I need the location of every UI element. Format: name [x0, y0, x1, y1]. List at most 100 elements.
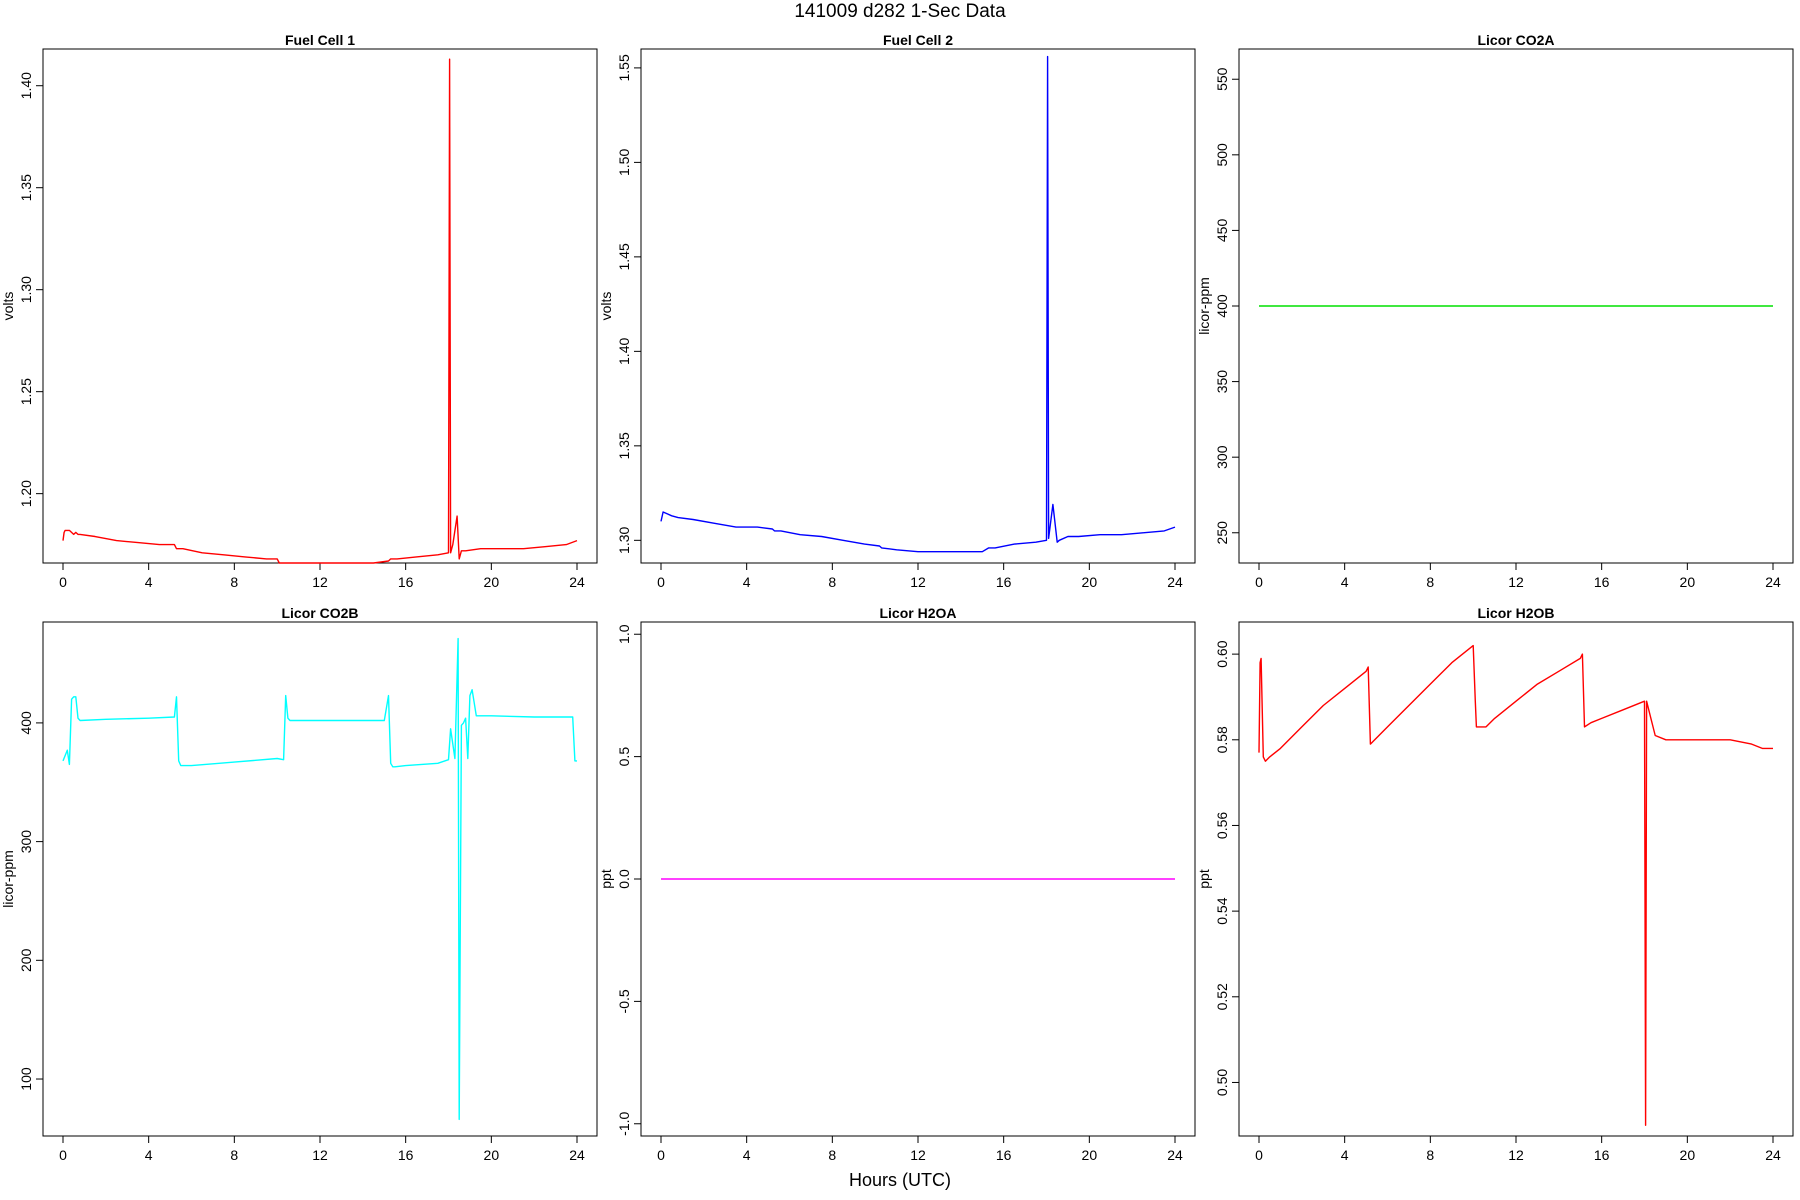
x-tick-label: 24 [1765, 574, 1781, 590]
chart-panel: Licor H2OB 0 4 8 12 16 20 24 0.50 0.52 0.54 0.56 0.5… [1196, 605, 1794, 1163]
x-tick-label: 20 [1082, 1147, 1098, 1163]
x-tick-label: 20 [484, 1147, 500, 1163]
x-tick-label: 12 [312, 1147, 328, 1163]
y-axis-label: licor-ppm [1196, 277, 1212, 335]
x-tick-label: 24 [1167, 574, 1183, 590]
plot-frame [640, 48, 1196, 564]
y-tick-label: 250 [1214, 521, 1230, 545]
y-tick-label: 1.45 [616, 243, 632, 270]
x-tick-label: 8 [1426, 574, 1434, 590]
y-axis-label: volts [598, 292, 614, 321]
series-line [62, 58, 578, 564]
x-tick-label: 8 [828, 574, 836, 590]
y-tick-label: 300 [18, 830, 34, 854]
y-tick-label: 0.52 [1214, 983, 1230, 1010]
x-tick-label: 4 [1341, 574, 1349, 590]
x-tick-label: 12 [312, 574, 328, 590]
y-tick-label: 0.56 [1214, 812, 1230, 839]
y-tick-label: 1.50 [616, 149, 632, 176]
panel-title: Fuel Cell 2 [883, 32, 953, 48]
x-tick-label: 8 [828, 1147, 836, 1163]
x-tick-label: 12 [1508, 574, 1524, 590]
x-tick-label: 12 [910, 1147, 926, 1163]
x-tick-label: 16 [1594, 1147, 1610, 1163]
panel-title: Licor CO2B [281, 605, 358, 621]
y-tick-label: 1.55 [616, 54, 632, 81]
y-tick-label: 0.54 [1214, 897, 1230, 924]
page-title: 141009 d282 1-Sec Data [794, 1, 1006, 22]
y-tick-label: 400 [1214, 294, 1230, 318]
series-line [660, 55, 1176, 553]
y-tick-label: 1.25 [18, 378, 34, 405]
x-tick-label: 20 [1680, 1147, 1696, 1163]
panel-title: Licor H2OA [879, 605, 956, 621]
y-tick-label: 400 [18, 711, 34, 735]
y-tick-label: 350 [1214, 370, 1230, 394]
x-tick-label: 24 [1167, 1147, 1183, 1163]
plot-frame [1238, 621, 1794, 1137]
x-axis-title: Hours (UTC) [849, 1170, 951, 1190]
panel-title: Fuel Cell 1 [285, 32, 355, 48]
x-tick-label: 16 [398, 1147, 414, 1163]
chart-panel: Licor CO2B 0 4 8 12 16 20 24 100 200 300 400 licor-p… [0, 605, 598, 1163]
y-tick-label: 300 [1214, 445, 1230, 469]
y-tick-label: 0.5 [616, 747, 632, 767]
y-tick-label: -0.5 [616, 989, 632, 1013]
x-tick-label: 0 [59, 574, 67, 590]
x-tick-label: 20 [1082, 574, 1098, 590]
y-axis-label: licor-ppm [0, 850, 16, 908]
panel-title: Licor CO2A [1477, 32, 1554, 48]
y-tick-label: 100 [18, 1067, 34, 1091]
y-tick-label: 0.50 [1214, 1069, 1230, 1096]
y-axis-label: ppt [598, 869, 614, 889]
x-tick-label: 8 [230, 1147, 238, 1163]
x-tick-label: 12 [910, 574, 926, 590]
x-tick-label: 20 [484, 574, 500, 590]
plot-frame [42, 48, 598, 564]
y-tick-label: 550 [1214, 67, 1230, 91]
x-tick-label: 16 [1594, 574, 1610, 590]
x-tick-label: 24 [569, 574, 585, 590]
x-tick-label: 16 [996, 574, 1012, 590]
x-tick-label: 0 [657, 1147, 665, 1163]
y-tick-label: 1.35 [18, 174, 34, 201]
x-tick-label: 20 [1680, 574, 1696, 590]
x-tick-label: 0 [1255, 1147, 1263, 1163]
x-tick-label: 8 [230, 574, 238, 590]
chart-panel: Licor CO2A 0 4 8 12 16 20 24 250 300 350 400 450 500 5… [1196, 32, 1794, 590]
y-axis-label: ppt [1196, 869, 1212, 889]
y-tick-label: -1.0 [616, 1111, 632, 1135]
x-tick-label: 0 [59, 1147, 67, 1163]
panel-title: Licor H2OB [1477, 605, 1554, 621]
y-tick-label: 500 [1214, 143, 1230, 167]
chart-panel: Licor H2OA 0 4 8 12 16 20 24 -1.0 -0.5 0.0 0.5 1.0 pp… [598, 605, 1196, 1163]
y-tick-label: 0.60 [1214, 640, 1230, 667]
y-tick-label: 0.58 [1214, 726, 1230, 753]
x-tick-label: 4 [145, 574, 153, 590]
series-line [1258, 644, 1773, 1127]
y-tick-label: 450 [1214, 219, 1230, 243]
series-line [62, 637, 577, 1121]
y-tick-label: 1.30 [616, 526, 632, 553]
y-tick-label: 1.30 [18, 276, 34, 303]
x-tick-label: 24 [569, 1147, 585, 1163]
x-tick-label: 8 [1426, 1147, 1434, 1163]
x-tick-label: 16 [996, 1147, 1012, 1163]
chart-panel: Fuel Cell 1 0 4 8 12 16 20 24 1.20 1.25 1.30 1.35 1.… [0, 32, 598, 590]
x-tick-label: 4 [743, 1147, 751, 1163]
x-tick-label: 4 [1341, 1147, 1349, 1163]
y-tick-label: 1.20 [18, 480, 34, 507]
x-tick-label: 4 [145, 1147, 153, 1163]
y-tick-label: 1.40 [18, 72, 34, 99]
x-tick-label: 4 [743, 574, 751, 590]
y-tick-label: 200 [18, 948, 34, 972]
x-tick-label: 16 [398, 574, 414, 590]
x-tick-label: 24 [1765, 1147, 1781, 1163]
chart-panel: Fuel Cell 2 0 4 8 12 16 20 24 1.30 1.35 1.40 1.45 1.… [598, 32, 1196, 590]
y-tick-label: 1.40 [616, 338, 632, 365]
y-tick-label: 1.35 [616, 432, 632, 459]
y-axis-label: volts [0, 292, 16, 321]
y-tick-label: 0.0 [616, 869, 632, 889]
x-tick-label: 0 [1255, 574, 1263, 590]
